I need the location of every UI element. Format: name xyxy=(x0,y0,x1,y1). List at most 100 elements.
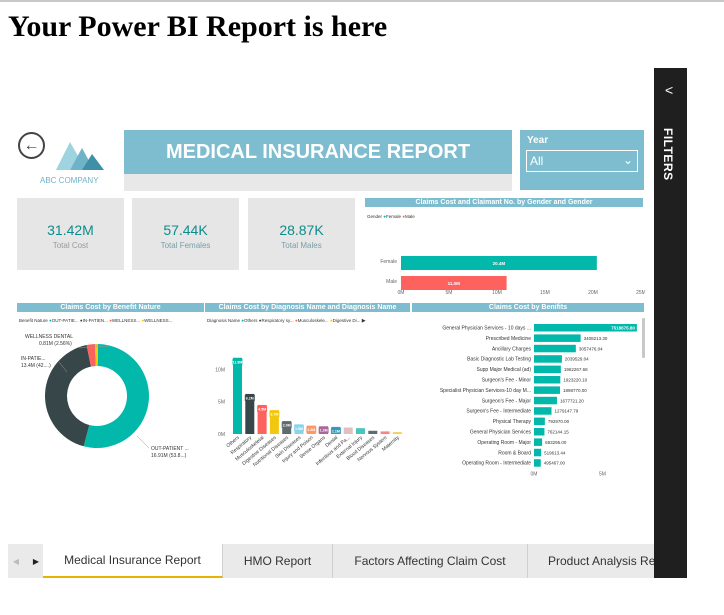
data-label: 3.7M xyxy=(270,413,278,417)
legend-title: Benefit Nature xyxy=(19,318,48,323)
data-label: 11.0M xyxy=(448,281,461,286)
kpi-card-total-females: 57.44K Total Females xyxy=(132,198,239,270)
category-label: Male xyxy=(386,279,397,285)
bar xyxy=(401,276,507,290)
category-label: General Physician Services xyxy=(470,430,532,436)
data-label: 11.8M xyxy=(233,360,243,364)
filters-pane[interactable]: < FILTERS xyxy=(654,68,687,578)
kpi-value: 57.44K xyxy=(163,222,208,238)
tab-product-analysis-report[interactable]: Product Analysis Report xyxy=(528,544,654,578)
data-label: 2039529.04 xyxy=(565,357,589,362)
page-heading: Your Power BI Report is here xyxy=(8,10,388,43)
leader-line xyxy=(78,345,110,349)
diagnosis-column-chart: 10M5M0M11.8MOthers6.2MRespiratory4.5MMus… xyxy=(215,357,402,468)
data-label: 6.2M xyxy=(246,396,254,400)
y-tick-label: 0M xyxy=(218,432,225,438)
gender-chart-header: Claims Cost and Claimant No. by Gender a… xyxy=(365,198,643,207)
y-tick-label: 10M xyxy=(215,367,225,373)
x-tick-label: 0M xyxy=(398,290,405,296)
category-label: Surgeon's Fee - Major xyxy=(482,398,532,404)
triangle-right-icon: ▶ xyxy=(32,556,40,566)
tab-next-button[interactable]: ▶ xyxy=(28,544,44,578)
data-label-bg xyxy=(269,411,280,418)
category-label: Room & Board xyxy=(498,450,531,456)
donut-slice xyxy=(83,344,149,448)
data-label-bg xyxy=(281,422,292,429)
category-label: Basic Diagnostic Lab Testing xyxy=(467,357,531,363)
benefit-nature-header: Claims Cost by Benefit Nature xyxy=(17,303,204,312)
slice-label: WELLNESS DENTAL xyxy=(25,334,73,340)
legend-item: Male xyxy=(405,214,415,219)
company-logo xyxy=(56,142,104,170)
data-label: 1923220.10 xyxy=(563,378,587,383)
scrollbar-thumb xyxy=(642,318,645,358)
data-label-bg xyxy=(330,427,341,434)
tab-hmo-report[interactable]: HMO Report xyxy=(223,544,333,578)
chevron-down-icon: ⌄ xyxy=(622,153,633,167)
data-label: 3057476.04 xyxy=(579,346,603,351)
category-label: Supp Major Medical (ad) xyxy=(477,367,532,373)
back-arrow-icon: ← xyxy=(23,136,40,154)
legend-item: Respiratory sy... xyxy=(261,318,294,323)
legend-next-icon[interactable]: ▶ xyxy=(361,318,366,324)
x-tick-label: 20M xyxy=(588,290,598,296)
bar xyxy=(534,438,543,446)
gender-bar-chart: Female 20.4M Male 11.0M 0M 5M 10M 15M 20M 25M xyxy=(380,256,645,296)
data-label: 792970.00 xyxy=(548,419,570,424)
slice-label: OUT-PATIENT ... xyxy=(151,446,189,452)
filters-label: FILTERS xyxy=(661,128,675,181)
x-tick-label: 15M xyxy=(540,290,550,296)
category-label: Prescribed Medicine xyxy=(486,336,532,342)
kpi-label: Total Males xyxy=(281,241,322,250)
data-label: 762144.15 xyxy=(547,430,569,435)
bar xyxy=(534,428,545,436)
bar xyxy=(534,355,562,363)
report-title: MEDICAL INSURANCE REPORT xyxy=(124,130,512,174)
triangle-left-icon: ◀ xyxy=(12,556,20,566)
tab-prev-button[interactable]: ◀ xyxy=(8,544,24,578)
x-tick-label: 5M xyxy=(599,472,606,478)
leader-line xyxy=(58,361,68,373)
tab-factors-affecting-claim-cost[interactable]: Factors Affecting Claim Cost xyxy=(333,544,528,578)
legend-dot-icon: ● xyxy=(383,214,386,219)
data-label: 1898770.00 xyxy=(563,388,587,393)
kpi-card-total-cost: 31.42M Total Cost xyxy=(17,198,124,270)
back-button[interactable]: ← xyxy=(18,132,45,159)
category-label: Female xyxy=(380,259,397,265)
year-dropdown[interactable]: All ⌄ xyxy=(526,150,638,172)
data-label: 495467.00 xyxy=(544,461,566,466)
data-label-bg xyxy=(232,358,243,365)
year-dropdown-value: All xyxy=(530,154,544,168)
benefit-nature-donut-chart: OUT-PATIENT ...16.91M (53.8...) IN-PATIE.… xyxy=(21,334,189,459)
donut-slice xyxy=(94,344,99,367)
category-label: Operating Room - Major xyxy=(477,440,531,446)
tab-label: Medical Insurance Report xyxy=(64,553,201,567)
bar xyxy=(534,376,561,384)
data-label: 4.5M xyxy=(258,407,266,411)
data-label-bg xyxy=(244,394,255,401)
legend-item: Digestive Di... xyxy=(332,318,361,323)
data-label: 519613.44 xyxy=(544,450,566,455)
legend-item: IN-PATIEN... xyxy=(82,318,108,323)
kpi-label: Total Cost xyxy=(52,241,89,250)
legend-item: OUT-PATIE... xyxy=(51,318,79,323)
category-label: Operating Room - Intermediate xyxy=(462,461,531,467)
category-label: General Physician Services - 10 days ... xyxy=(442,326,531,332)
bar xyxy=(534,459,541,467)
bar xyxy=(534,386,560,394)
data-label-bg xyxy=(318,427,329,434)
kpi-value: 31.42M xyxy=(47,222,94,238)
column-bar xyxy=(380,431,390,434)
kpi-card-total-males: 28.87K Total Males xyxy=(248,198,355,270)
category-label: Physical Therapy xyxy=(493,419,532,425)
legend-dot-icon: ● xyxy=(402,214,405,219)
legend-item: WELLNESS... xyxy=(144,318,173,323)
benefits-chart-header: Claims Cost by Benifits xyxy=(412,303,644,312)
column-bar xyxy=(368,430,378,434)
chevron-left-icon[interactable]: < xyxy=(665,82,674,98)
legend-dot-icon: ● xyxy=(141,318,145,323)
bar xyxy=(534,334,581,342)
tab-medical-insurance-report[interactable]: Medical Insurance Report xyxy=(43,544,223,578)
bar xyxy=(534,417,545,426)
